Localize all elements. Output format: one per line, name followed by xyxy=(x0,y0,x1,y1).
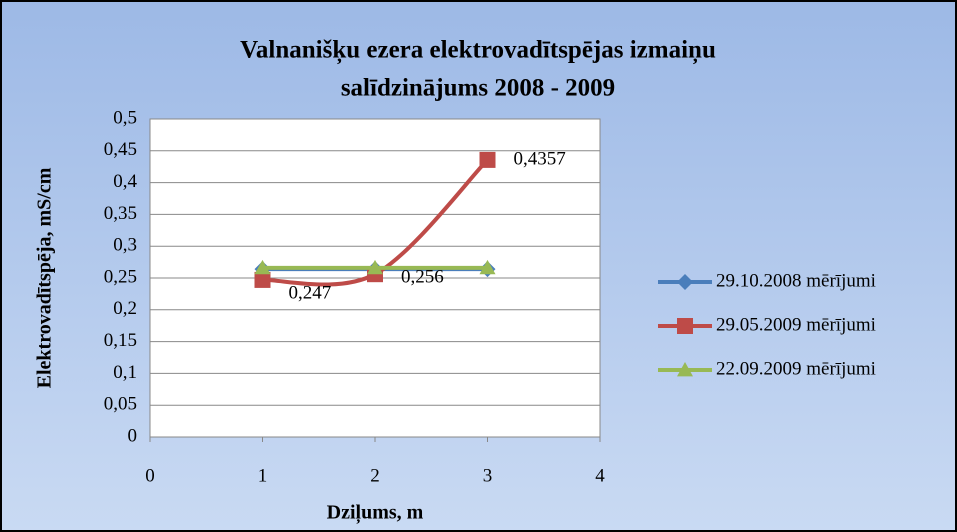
y-axis-label: Elektrovadītspēja, mS/cm xyxy=(34,167,56,388)
data-point xyxy=(479,259,496,275)
legend-label: 29.10.2008 mērījumi xyxy=(716,270,876,291)
legend-marker xyxy=(677,362,693,377)
y-tick-label: 0,05 xyxy=(104,394,137,415)
y-tick-label: 0,45 xyxy=(104,139,137,160)
data-point xyxy=(367,259,383,275)
legend-marker xyxy=(677,274,693,290)
x-tick-label: 3 xyxy=(483,465,493,486)
y-tick-label: 0,25 xyxy=(104,266,137,287)
data-label: 0,247 xyxy=(289,282,332,303)
data-point xyxy=(479,151,496,168)
chart-title: salīdzinājums 2008 - 2009 xyxy=(341,75,615,102)
legend-marker xyxy=(677,318,693,334)
data-point xyxy=(254,259,271,275)
legend-label: 29.05.2009 mērījumi xyxy=(716,314,876,335)
data-point xyxy=(254,271,271,288)
x-tick-label: 1 xyxy=(258,465,268,486)
x-tick-label: 0 xyxy=(145,465,155,486)
y-tick-label: 0,4 xyxy=(113,171,137,192)
x-axis-label: Dziļums, m xyxy=(327,502,424,525)
chart-title: Valnanišķu ezera elektrovadītspējas izma… xyxy=(240,37,716,65)
data-label: 0,256 xyxy=(401,267,444,288)
y-tick-label: 0,3 xyxy=(113,235,137,256)
y-tick-label: 0,2 xyxy=(113,298,137,319)
y-tick-label: 0,5 xyxy=(113,107,137,128)
data-label: 0,4357 xyxy=(514,148,566,169)
y-tick-label: 0,15 xyxy=(104,330,137,351)
y-tick-label: 0,35 xyxy=(104,203,137,224)
x-tick-label: 4 xyxy=(595,465,605,486)
x-tick-label: 2 xyxy=(370,465,380,486)
legend-label: 22.09.2009 mērījumi xyxy=(716,358,876,379)
y-tick-label: 0,1 xyxy=(113,362,137,383)
y-tick-label: 0 xyxy=(128,425,138,446)
